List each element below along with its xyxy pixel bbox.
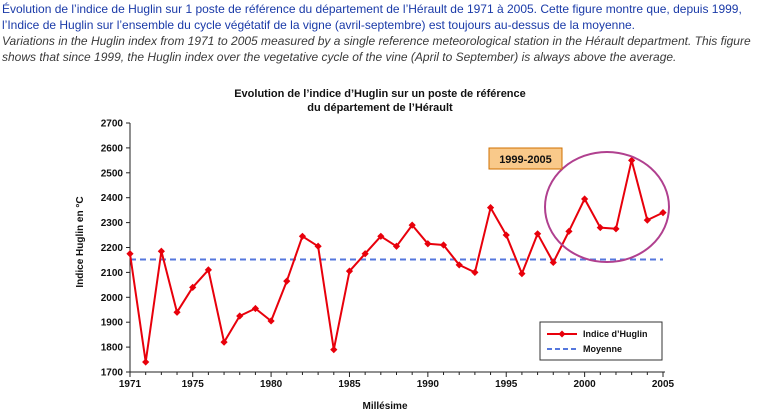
y-tick-label: 2700	[101, 119, 124, 130]
data-point	[471, 268, 479, 276]
annotation-group: 1999-2005	[488, 147, 670, 263]
highlight-ellipse	[544, 151, 670, 263]
data-point	[533, 230, 542, 238]
data-point	[643, 216, 651, 224]
y-tick-label: 2200	[101, 243, 124, 254]
data-point	[189, 283, 197, 291]
data-point	[408, 221, 416, 229]
chart-subtitle: du département de l’Hérault	[307, 102, 453, 114]
data-point	[126, 250, 134, 258]
y-tick-label: 2600	[101, 143, 124, 154]
data-point	[236, 312, 244, 320]
data-point	[267, 317, 275, 325]
y-tick-label: 2500	[101, 168, 124, 179]
x-tick-label: 1990	[417, 379, 440, 390]
data-point	[345, 267, 354, 275]
data-point	[204, 266, 212, 274]
data-point	[330, 345, 338, 354]
x-tick-label: 1985	[338, 379, 361, 390]
data-point	[596, 223, 604, 232]
data-point	[549, 258, 557, 267]
data-point	[628, 156, 636, 164]
y-tick-label: 1800	[101, 343, 124, 354]
annotation-box	[488, 147, 563, 170]
x-tick-label: 2005	[652, 379, 675, 390]
data-point	[298, 232, 307, 240]
data-point	[251, 304, 260, 313]
data-point	[486, 204, 495, 212]
data-point	[392, 242, 401, 250]
y-tick-label: 2000	[101, 293, 124, 304]
data-point	[220, 338, 228, 346]
x-tick-label: 1971	[119, 379, 142, 390]
data-point	[142, 358, 150, 366]
figure-caption: Évolution de l’indice de Huglin sur 1 po…	[2, 1, 766, 65]
chart-title: Evolution de l’indice d’Huglin sur un po…	[234, 88, 526, 100]
x-tick-label: 2000	[573, 379, 596, 390]
y-tick-label: 2400	[101, 193, 124, 204]
legend-box	[539, 321, 663, 361]
x-axis-label: Millésime	[362, 401, 407, 412]
y-tick-label: 2300	[101, 218, 124, 229]
legend-marker-huglin	[558, 330, 566, 338]
x-tick-label: 1980	[260, 379, 283, 390]
x-tick-label: 1975	[182, 379, 205, 390]
data-point	[502, 231, 510, 239]
legend-label-huglin: Indice d’Huglin	[583, 329, 648, 339]
caption-french: Évolution de l’indice de Huglin sur 1 po…	[2, 2, 742, 32]
axes: 1700 1800 1900 2000 2100 2200 2300 2400 2500 2600…	[101, 119, 675, 391]
y-axis-label: Indice Huglin en °C	[75, 196, 86, 287]
data-point	[565, 227, 573, 235]
data-point	[377, 232, 385, 240]
legend-label-average: Moyenne	[583, 344, 622, 354]
y-tick-label: 1900	[101, 318, 124, 329]
data-point	[439, 241, 448, 249]
y-tick-label: 1700	[101, 368, 124, 379]
data-point	[314, 242, 322, 250]
data-point	[173, 308, 181, 316]
data-point	[283, 277, 291, 285]
data-point	[612, 225, 620, 233]
annotation-label: 1999-2005	[499, 154, 552, 166]
data-point	[581, 195, 589, 203]
data-point	[424, 240, 432, 248]
data-point	[361, 250, 369, 258]
caption-english: Variations in the Huglin index from 1971…	[2, 34, 751, 64]
y-tick-label: 2100	[101, 268, 124, 279]
legend: Indice d’Huglin Moyenne	[539, 321, 663, 361]
data-point	[157, 247, 165, 255]
data-point	[659, 209, 667, 217]
x-tick-label: 1995	[495, 379, 518, 390]
data-point	[455, 261, 463, 269]
data-point	[518, 270, 526, 278]
series-group	[126, 156, 667, 366]
